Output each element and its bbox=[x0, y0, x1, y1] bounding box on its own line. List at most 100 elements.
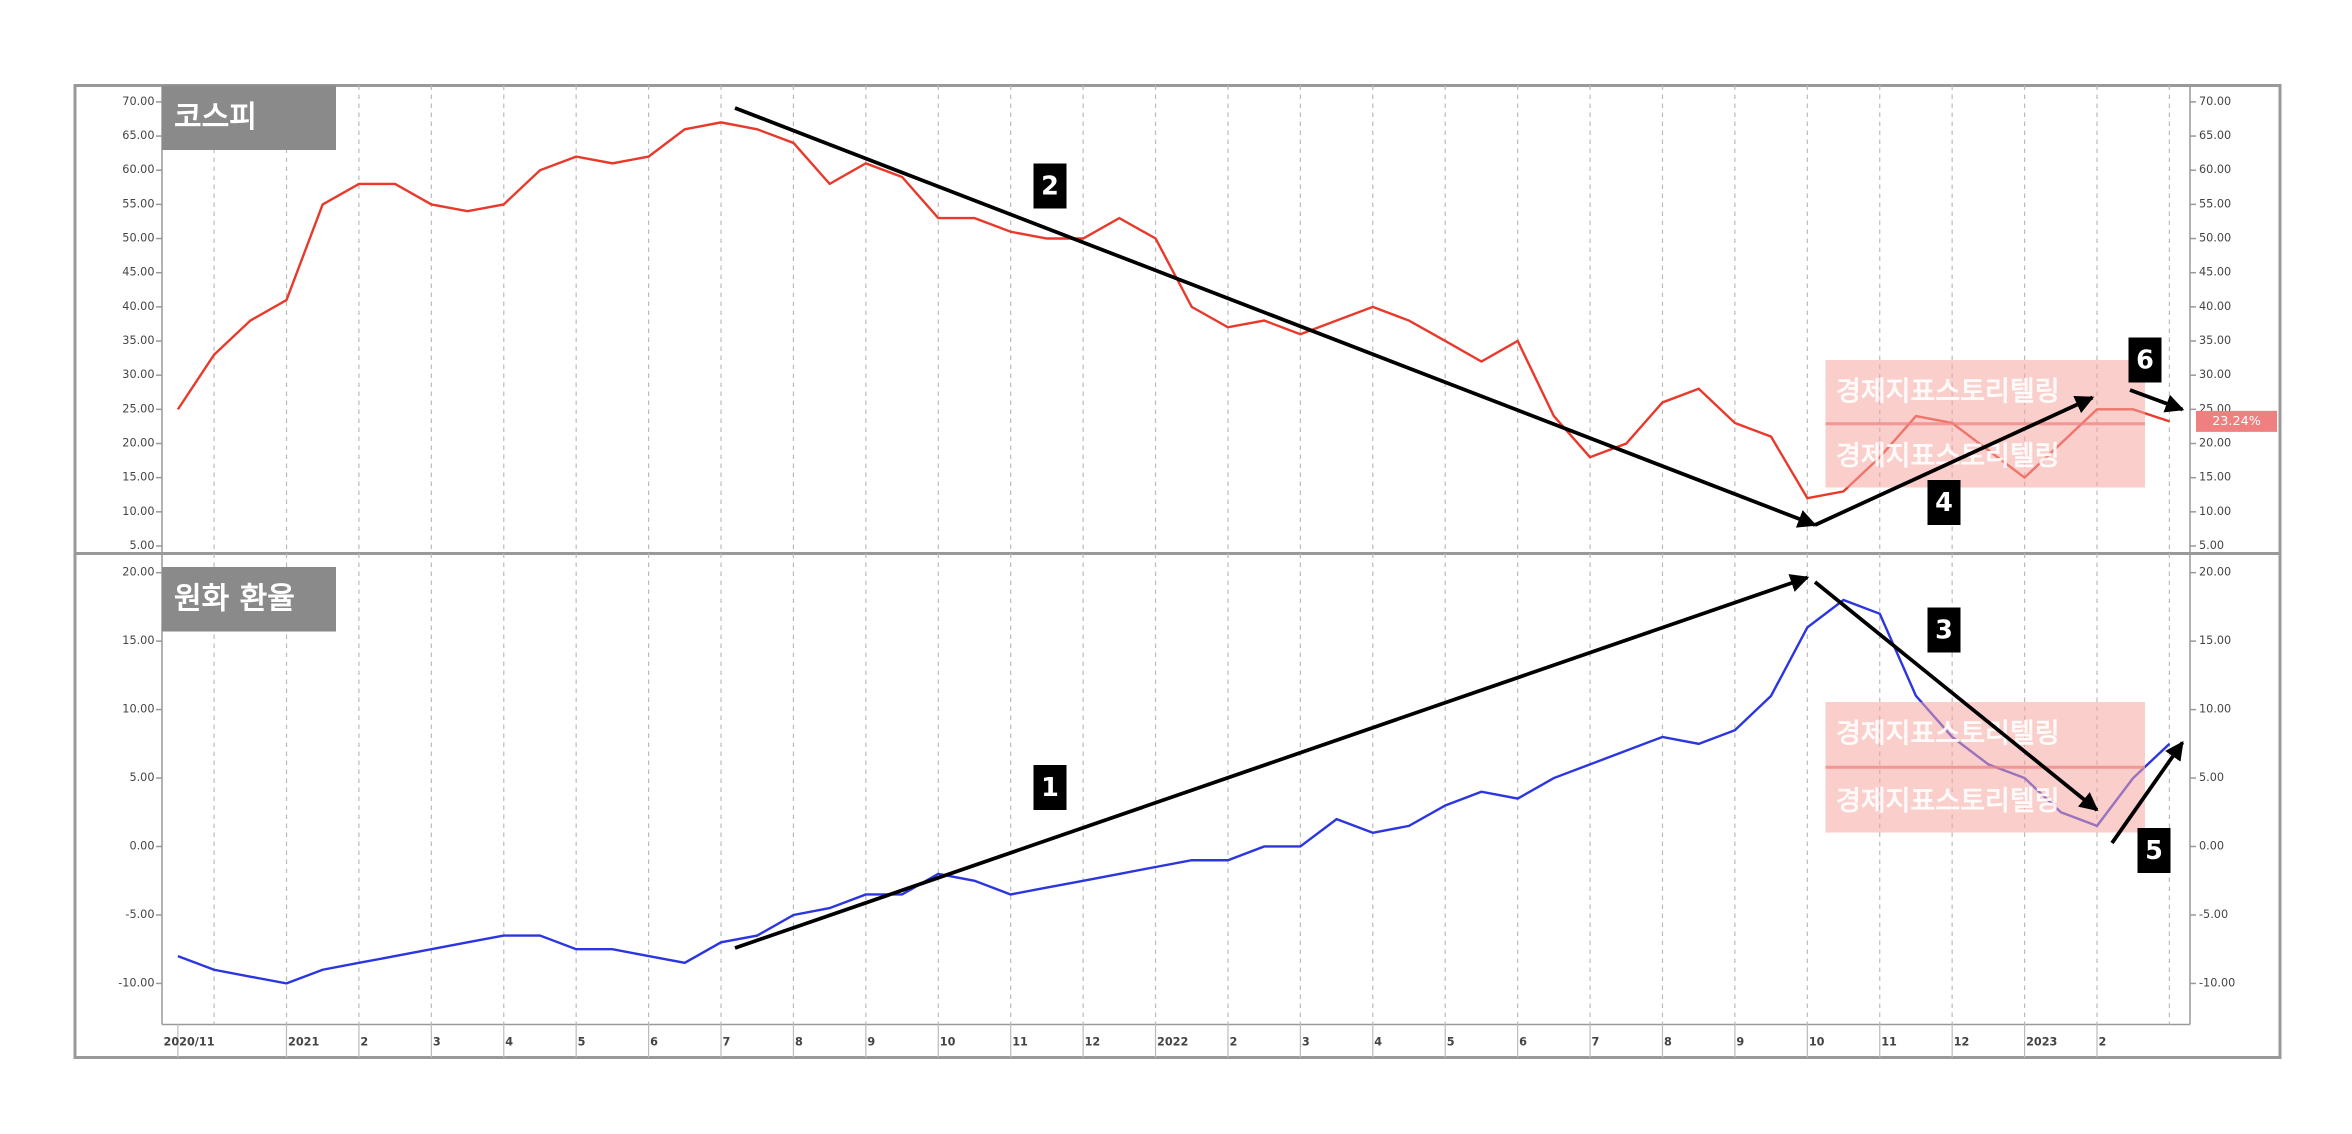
x-tick-label: 2022 bbox=[1157, 1036, 1188, 1049]
x-tick-label: 4 bbox=[505, 1036, 513, 1049]
y-tick-label: -10.00 bbox=[118, 976, 154, 989]
annotation-box bbox=[1033, 163, 1067, 209]
y-tick-label: 50.00 bbox=[122, 232, 154, 245]
y-tick-label: 5.00 bbox=[129, 539, 154, 552]
y-tick-label: 15.00 bbox=[2199, 634, 2231, 647]
annotation-box bbox=[1927, 480, 1961, 525]
trend-arrow bbox=[2110, 740, 2185, 845]
x-tick-label: 8 bbox=[1664, 1036, 1672, 1049]
x-tick-label: 5 bbox=[1447, 1036, 1455, 1049]
annotation-label: 1 bbox=[1041, 773, 1059, 803]
last-value-label: 23.24% bbox=[2212, 414, 2261, 429]
y-tick-label: 45.00 bbox=[2199, 266, 2231, 279]
x-tick-label: 11 bbox=[1012, 1036, 1028, 1049]
x-tick-label: 7 bbox=[723, 1036, 731, 1049]
y-tick-label: 10.00 bbox=[2199, 703, 2231, 716]
x-tick-label: 6 bbox=[1519, 1036, 1527, 1049]
x-tick-label: 9 bbox=[1736, 1036, 1744, 1049]
y-tick-label: 30.00 bbox=[2199, 368, 2231, 381]
annotation-label: 4 bbox=[1935, 488, 1953, 518]
x-tick-label: 12 bbox=[1085, 1036, 1101, 1049]
y-tick-label: -10.00 bbox=[2199, 976, 2235, 989]
trend-arrow bbox=[1813, 580, 2099, 812]
y-tick-label: 15.00 bbox=[122, 634, 154, 647]
annotation-box bbox=[1927, 607, 1961, 653]
y-tick-label: 20.00 bbox=[2199, 566, 2231, 579]
x-tick-label: 9 bbox=[867, 1036, 875, 1049]
x-tick-label: 2 bbox=[1229, 1036, 1237, 1049]
y-tick-label: 30.00 bbox=[122, 368, 154, 381]
y-tick-label: 20.00 bbox=[122, 566, 154, 579]
x-tick-label: 3 bbox=[1302, 1036, 1310, 1049]
annotation-box bbox=[2128, 337, 2162, 383]
x-tick-label: 8 bbox=[795, 1036, 803, 1049]
y-tick-label: 45.00 bbox=[122, 266, 154, 279]
y-tick-label: 15.00 bbox=[2199, 471, 2231, 484]
panel-title-box bbox=[162, 85, 336, 150]
y-tick-label: 55.00 bbox=[2199, 197, 2231, 210]
y-tick-label: 35.00 bbox=[122, 334, 154, 347]
trend-arrow bbox=[2129, 388, 2185, 413]
y-tick-label: 65.00 bbox=[122, 129, 154, 142]
y-tick-label: 0.00 bbox=[2199, 840, 2224, 853]
y-tick-label: 0.00 bbox=[129, 840, 154, 853]
plot bbox=[176, 121, 2171, 985]
y-tick-label: 60.00 bbox=[122, 163, 154, 176]
y-tick-label: 55.00 bbox=[122, 197, 154, 210]
x-tick-label: 2021 bbox=[288, 1036, 319, 1049]
x-tick-label: 2020/11 bbox=[164, 1036, 215, 1049]
annotation-label: 2 bbox=[1041, 172, 1059, 202]
x-tick-label: 3 bbox=[433, 1036, 441, 1049]
grid bbox=[213, 85, 2171, 1025]
trend-arrow bbox=[1814, 395, 2095, 527]
watermark: 경제지표스토리텔링 bbox=[1836, 719, 2060, 750]
y-tick-label: 10.00 bbox=[122, 505, 154, 518]
x-tick-label: 10 bbox=[1809, 1036, 1825, 1049]
panel-title: 코스피 bbox=[174, 100, 257, 135]
y-tick-label: 35.00 bbox=[2199, 334, 2231, 347]
y-tick-label: 25.00 bbox=[122, 402, 154, 415]
x-tick-label: 11 bbox=[1881, 1036, 1897, 1049]
watermark: 경제지표스토리텔링 bbox=[1836, 786, 2060, 817]
y-tick-label: 50.00 bbox=[2199, 232, 2231, 245]
annotation-label: 5 bbox=[2145, 836, 2163, 866]
overlay: 2020/11 2021 2 3 4 5 6 7 8 9 10 11 12 2022 2 3 4 5 6 7 8 9 10 1… bbox=[118, 85, 2277, 1058]
annotation-box bbox=[2137, 828, 2171, 873]
x-tick-label: 5 bbox=[578, 1036, 586, 1049]
y-tick-label: 20.00 bbox=[2199, 437, 2231, 450]
x-tick-label: 2023 bbox=[2026, 1036, 2057, 1049]
y-tick-label: 20.00 bbox=[122, 437, 154, 450]
panel-title-box bbox=[162, 567, 336, 632]
x-tick-label: 10 bbox=[940, 1036, 956, 1049]
y-tick-label: -5.00 bbox=[2199, 908, 2228, 921]
series-line bbox=[177, 598, 2171, 985]
annotation-label: 6 bbox=[2136, 346, 2154, 376]
watermark: 경제지표스토리텔링 bbox=[1836, 377, 2060, 408]
x-tick-label: 7 bbox=[1592, 1036, 1600, 1049]
y-tick-label: 5.00 bbox=[129, 771, 154, 784]
x-tick-label: 2 bbox=[2099, 1036, 2107, 1049]
trend-arrow bbox=[734, 106, 1817, 528]
y-tick-label: 10.00 bbox=[122, 703, 154, 716]
y-tick-label: 65.00 bbox=[2199, 129, 2231, 142]
x-tick-label: 2 bbox=[360, 1036, 368, 1049]
watermark: 경제지표스토리텔링 bbox=[1836, 441, 2060, 472]
frame bbox=[73, 84, 2282, 1059]
y-tick-label: -5.00 bbox=[125, 908, 154, 921]
y-tick-label: 70.00 bbox=[2199, 95, 2231, 108]
y-tick-label: 60.00 bbox=[2199, 163, 2231, 176]
series-line bbox=[176, 121, 2170, 500]
annotation-box bbox=[1033, 765, 1067, 810]
annotation-label: 3 bbox=[1935, 616, 1953, 646]
x-tick-label: 12 bbox=[1954, 1036, 1970, 1049]
trend-arrow bbox=[734, 574, 1810, 950]
y-tick-label: 70.00 bbox=[122, 95, 154, 108]
y-tick-label: 5.00 bbox=[2199, 539, 2224, 552]
y-tick-label: 40.00 bbox=[2199, 300, 2231, 313]
y-tick-label: 40.00 bbox=[122, 300, 154, 313]
y-tick-label: 10.00 bbox=[2199, 505, 2231, 518]
x-tick-label: 4 bbox=[1374, 1036, 1382, 1049]
panel-title: 원화 환율 bbox=[174, 582, 295, 617]
x-tick-label: 6 bbox=[650, 1036, 658, 1049]
